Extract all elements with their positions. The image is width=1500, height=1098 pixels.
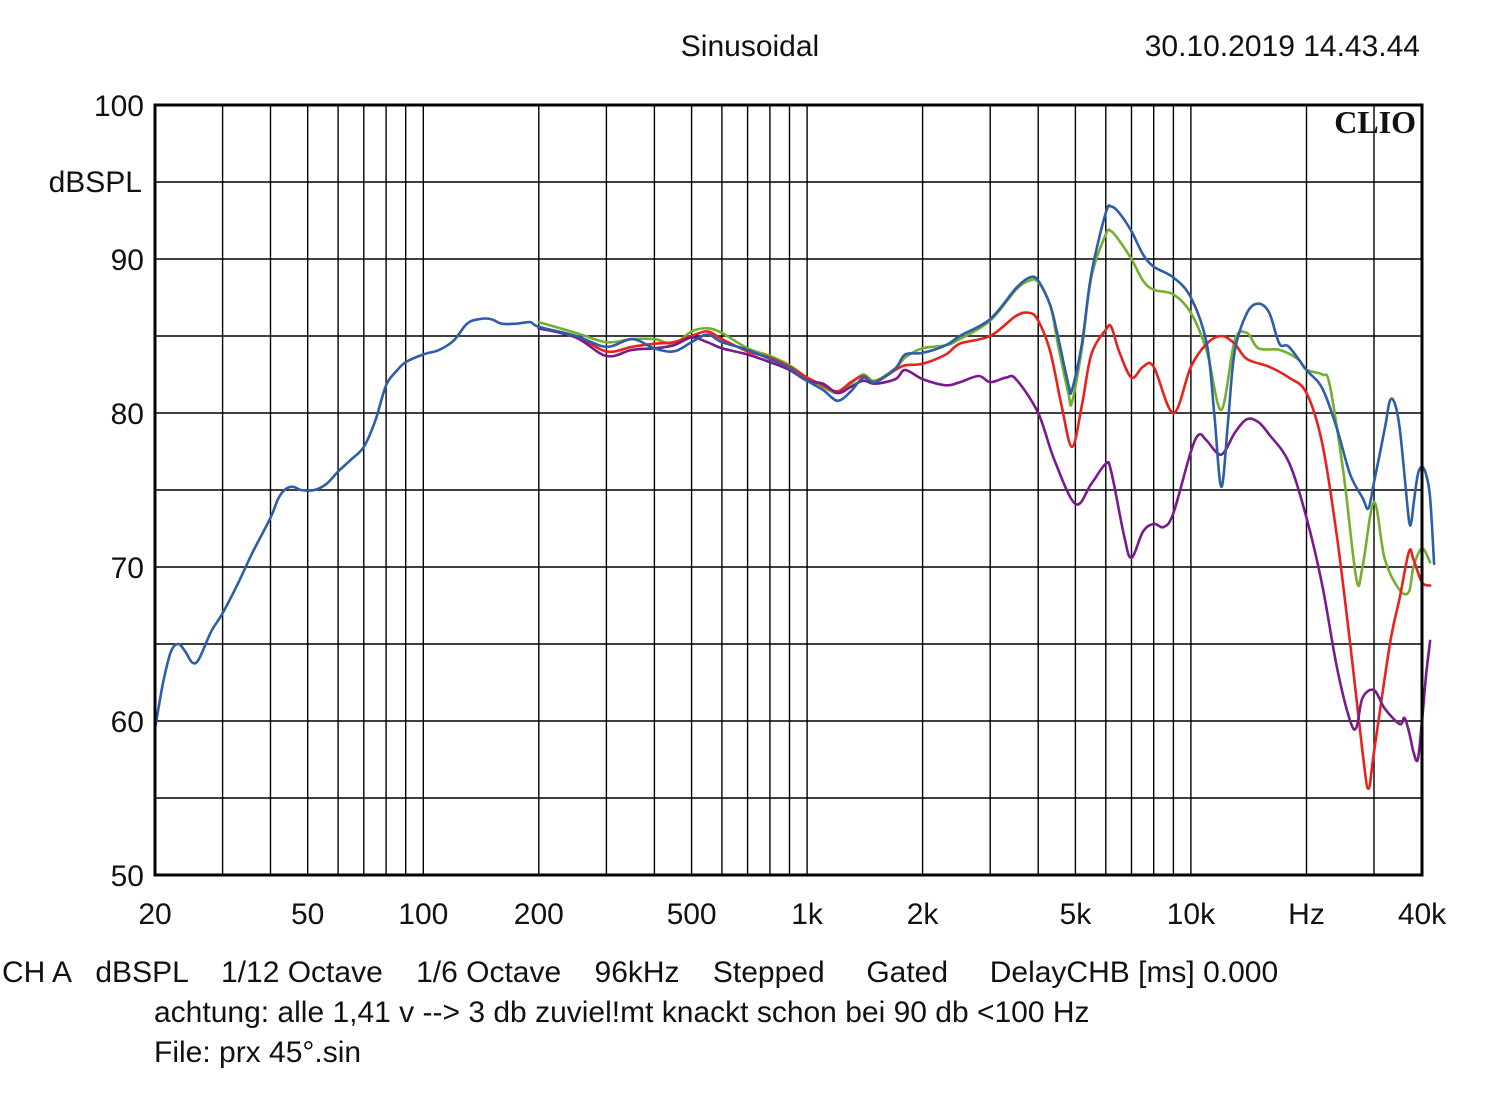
chart-grid <box>155 105 1422 875</box>
y-tick-label: 50 <box>111 860 144 893</box>
measurement-mode-label: Sinusoidal <box>681 30 819 63</box>
footer-file-line: File: prx 45°.sin <box>154 1036 362 1069</box>
chart-tick-labels: 20 50 100 200 500 1k 2k 5k 10k Hz 40k 100 90 80 70 60 50 <box>94 90 1447 931</box>
footer-comment-line: achtung: alle 1,41 v --> 3 db zuviel!mt … <box>154 996 1090 1029</box>
series-line-3 <box>537 327 1432 763</box>
series-line-1 <box>537 228 1432 596</box>
plot-frame <box>153 103 1424 877</box>
y-axis-label: dBSPL <box>49 166 142 199</box>
x-tick-label: 100 <box>398 898 448 931</box>
chart-series-group <box>153 204 1436 791</box>
x-tick-label: 2k <box>907 898 940 931</box>
series-line-4 <box>153 204 1436 730</box>
x-tick-label: 50 <box>291 898 324 931</box>
x-tick-label: 1k <box>791 898 824 931</box>
timestamp-label: 30.10.2019 14.43.44 <box>1145 30 1420 63</box>
x-tick-label: 10k <box>1167 898 1216 931</box>
x-tick-label: Hz <box>1288 898 1325 931</box>
y-tick-label: 60 <box>111 706 144 739</box>
x-tick-label: 500 <box>667 898 717 931</box>
x-tick-label: 5k <box>1060 898 1093 931</box>
y-tick-label: 90 <box>111 244 144 277</box>
x-tick-label: 40k <box>1398 898 1447 931</box>
series-line-2 <box>537 311 1432 791</box>
y-tick-label: 70 <box>111 552 144 585</box>
y-tick-label: 100 <box>94 90 144 123</box>
x-tick-label: 200 <box>514 898 564 931</box>
y-tick-label: 80 <box>111 398 144 431</box>
x-tick-label: 20 <box>138 898 171 931</box>
footer-settings-line: CH A dBSPL 1/12 Octave 1/6 Octave 96kHz … <box>2 956 1279 989</box>
clio-brand-logo: CLIO <box>1334 104 1416 140</box>
